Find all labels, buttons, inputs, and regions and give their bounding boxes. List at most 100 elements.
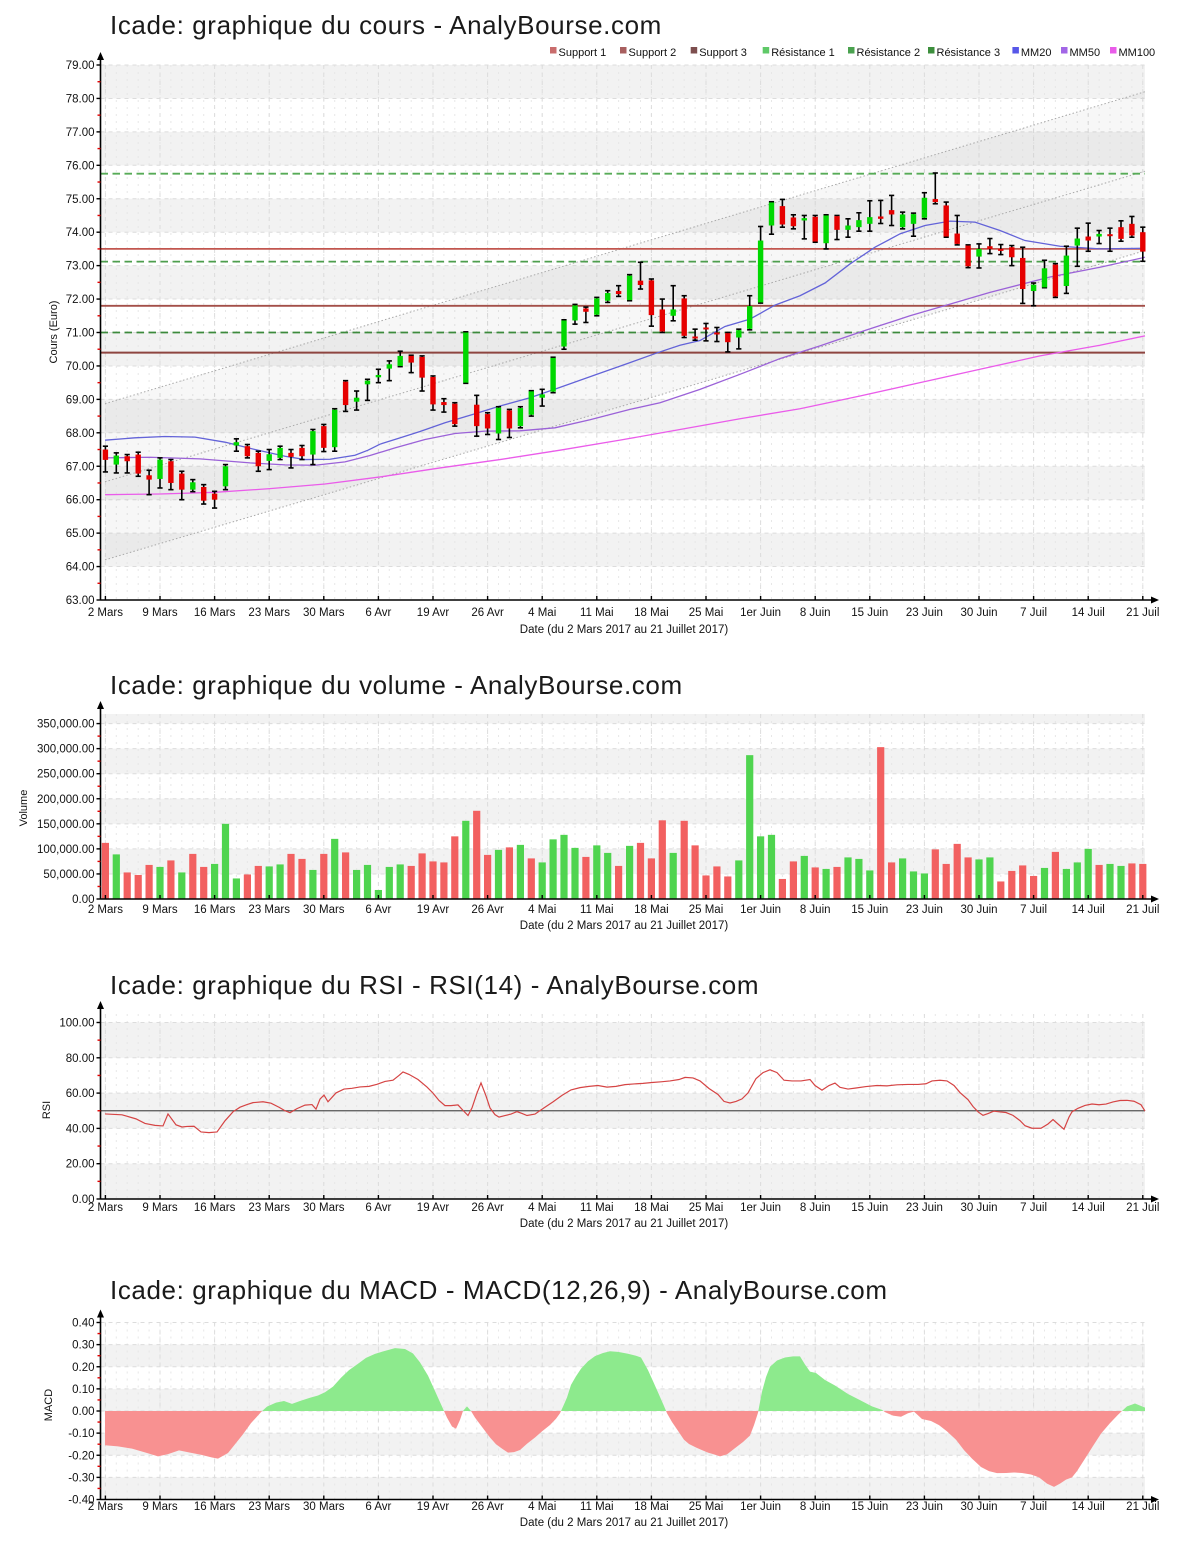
svg-text:-0.20: -0.20 <box>68 1450 94 1462</box>
svg-text:18 Mai: 18 Mai <box>634 904 669 916</box>
svg-text:74.00: 74.00 <box>66 227 95 239</box>
svg-text:65.00: 65.00 <box>66 528 95 540</box>
svg-text:23 Mars: 23 Mars <box>248 1202 290 1214</box>
svg-text:1er Juin: 1er Juin <box>740 904 781 916</box>
svg-text:Date (du 2 Mars 2017 au 21 Jui: Date (du 2 Mars 2017 au 21 Juillet 2017) <box>520 920 729 932</box>
svg-text:2 Mars: 2 Mars <box>88 1202 123 1214</box>
svg-text:72.00: 72.00 <box>66 294 95 306</box>
svg-text:19 Avr: 19 Avr <box>417 904 450 916</box>
svg-text:Icade: graphique du volume - A: Icade: graphique du volume - AnalyBourse… <box>110 670 683 700</box>
svg-text:7 Juil: 7 Juil <box>1020 1501 1047 1513</box>
svg-text:19 Avr: 19 Avr <box>417 607 450 619</box>
svg-text:-0.10: -0.10 <box>68 1428 94 1440</box>
svg-text:0.10: 0.10 <box>72 1384 94 1396</box>
svg-text:Date (du 2 Mars 2017 au 21 Jui: Date (du 2 Mars 2017 au 21 Juillet 2017) <box>520 1218 729 1230</box>
svg-text:Date (du 2 Mars 2017 au 21 Jui: Date (du 2 Mars 2017 au 21 Juillet 2017) <box>520 624 729 636</box>
svg-text:Support 3: Support 3 <box>699 47 747 59</box>
svg-text:MACD: MACD <box>43 1389 55 1421</box>
svg-text:4 Mai: 4 Mai <box>528 607 556 619</box>
svg-text:Résistance 2: Résistance 2 <box>857 47 921 59</box>
svg-text:11 Mai: 11 Mai <box>580 607 614 619</box>
svg-text:0.20: 0.20 <box>72 1362 94 1374</box>
svg-text:Résistance 3: Résistance 3 <box>937 47 1001 59</box>
svg-text:79.00: 79.00 <box>66 60 95 72</box>
svg-text:6 Avr: 6 Avr <box>365 607 391 619</box>
svg-text:200,000.00: 200,000.00 <box>37 794 95 806</box>
svg-text:50,000.00: 50,000.00 <box>43 869 94 881</box>
svg-text:7 Juil: 7 Juil <box>1020 904 1047 916</box>
svg-text:7 Juil: 7 Juil <box>1020 1202 1047 1214</box>
svg-text:26 Avr: 26 Avr <box>471 904 504 916</box>
svg-text:76.00: 76.00 <box>66 160 95 172</box>
svg-text:Icade: graphique du MACD - MAC: Icade: graphique du MACD - MACD(12,26,9)… <box>110 1275 888 1305</box>
svg-text:0.00: 0.00 <box>72 894 94 906</box>
svg-text:26 Avr: 26 Avr <box>471 1501 504 1513</box>
svg-text:100.00: 100.00 <box>59 1018 94 1030</box>
svg-text:6 Avr: 6 Avr <box>365 1501 391 1513</box>
svg-text:63.00: 63.00 <box>66 595 95 607</box>
svg-text:64.00: 64.00 <box>66 562 95 574</box>
svg-text:15 Juin: 15 Juin <box>851 607 888 619</box>
svg-text:2 Mars: 2 Mars <box>88 607 123 619</box>
svg-text:-0.30: -0.30 <box>68 1472 94 1484</box>
svg-text:73.00: 73.00 <box>66 261 95 273</box>
svg-text:4 Mai: 4 Mai <box>528 1202 556 1214</box>
svg-text:26 Avr: 26 Avr <box>471 607 504 619</box>
svg-text:Résistance 1: Résistance 1 <box>771 47 835 59</box>
svg-text:8 Juin: 8 Juin <box>800 607 831 619</box>
svg-text:30 Mars: 30 Mars <box>303 904 345 916</box>
svg-text:6 Avr: 6 Avr <box>365 1202 391 1214</box>
svg-text:9 Mars: 9 Mars <box>142 607 177 619</box>
svg-text:150,000.00: 150,000.00 <box>37 819 95 831</box>
svg-text:30 Mars: 30 Mars <box>303 1202 345 1214</box>
svg-text:26 Avr: 26 Avr <box>471 1202 504 1214</box>
svg-text:Icade: graphique du cours - An: Icade: graphique du cours - AnalyBourse.… <box>110 10 662 40</box>
svg-text:14 Juil: 14 Juil <box>1072 1501 1105 1513</box>
svg-text:25 Mai: 25 Mai <box>689 607 724 619</box>
svg-text:18 Mai: 18 Mai <box>634 607 669 619</box>
svg-text:MM100: MM100 <box>1119 47 1156 59</box>
svg-text:23 Mars: 23 Mars <box>248 607 290 619</box>
svg-text:9 Mars: 9 Mars <box>142 1202 177 1214</box>
svg-text:21 Juil: 21 Juil <box>1126 1501 1159 1513</box>
svg-text:1er Juin: 1er Juin <box>740 1202 781 1214</box>
svg-text:15 Juin: 15 Juin <box>851 1501 888 1513</box>
svg-text:11 Mai: 11 Mai <box>580 904 614 916</box>
svg-text:Date (du 2 Mars 2017 au 21 Jui: Date (du 2 Mars 2017 au 21 Juillet 2017) <box>520 1517 729 1529</box>
svg-text:0.30: 0.30 <box>72 1340 94 1352</box>
svg-text:MM50: MM50 <box>1070 47 1101 59</box>
svg-text:11 Mai: 11 Mai <box>580 1501 614 1513</box>
svg-text:20.00: 20.00 <box>66 1159 95 1171</box>
svg-text:250,000.00: 250,000.00 <box>37 769 95 781</box>
svg-text:Cours (Euro): Cours (Euro) <box>48 301 60 364</box>
svg-text:7 Juil: 7 Juil <box>1020 607 1047 619</box>
svg-text:80.00: 80.00 <box>66 1053 95 1065</box>
svg-text:23 Mars: 23 Mars <box>248 1501 290 1513</box>
svg-text:25 Mai: 25 Mai <box>689 1202 724 1214</box>
svg-text:19 Avr: 19 Avr <box>417 1501 450 1513</box>
svg-text:4 Mai: 4 Mai <box>528 904 556 916</box>
svg-text:9 Mars: 9 Mars <box>142 1501 177 1513</box>
svg-text:21 Juil: 21 Juil <box>1126 607 1159 619</box>
svg-text:16 Mars: 16 Mars <box>194 607 236 619</box>
svg-text:1er Juin: 1er Juin <box>740 1501 781 1513</box>
svg-text:30 Juin: 30 Juin <box>960 904 997 916</box>
svg-text:60.00: 60.00 <box>66 1088 95 1100</box>
svg-text:70.00: 70.00 <box>66 361 95 373</box>
svg-text:30 Juin: 30 Juin <box>960 607 997 619</box>
svg-text:15 Juin: 15 Juin <box>851 1202 888 1214</box>
svg-text:23 Juin: 23 Juin <box>906 1501 943 1513</box>
svg-text:66.00: 66.00 <box>66 495 95 507</box>
svg-text:30 Mars: 30 Mars <box>303 1501 345 1513</box>
svg-text:350,000.00: 350,000.00 <box>37 719 95 731</box>
svg-text:8 Juin: 8 Juin <box>800 1202 831 1214</box>
svg-text:21 Juil: 21 Juil <box>1126 904 1159 916</box>
svg-text:Support 1: Support 1 <box>559 47 607 59</box>
svg-text:MM20: MM20 <box>1021 47 1052 59</box>
svg-text:69.00: 69.00 <box>66 394 95 406</box>
svg-text:19 Avr: 19 Avr <box>417 1202 450 1214</box>
svg-text:23 Mars: 23 Mars <box>248 904 290 916</box>
svg-text:75.00: 75.00 <box>66 194 95 206</box>
svg-text:0.40: 0.40 <box>72 1318 94 1330</box>
svg-text:1er Juin: 1er Juin <box>740 607 781 619</box>
